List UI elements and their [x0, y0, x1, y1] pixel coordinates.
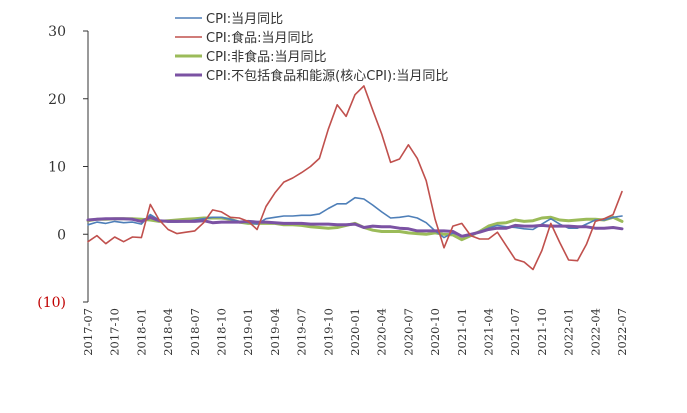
y-axis-ticks: 30 20 10 0 (10): [37, 24, 88, 311]
x-tick-label: 2020-04: [375, 308, 389, 356]
x-tick-label: 2017-07: [81, 308, 95, 356]
y-tick-label: (10): [37, 295, 66, 311]
x-tick-label: 2018-10: [215, 308, 229, 356]
x-tick-label: 2021-10: [535, 308, 549, 356]
x-tick-label: 2018-07: [188, 308, 202, 356]
series-line-4: [86, 215, 624, 238]
x-tick-label: 2021-01: [455, 308, 469, 356]
legend-label-4: CPI:不包括食品和能源(核心CPI):当月同比: [206, 68, 448, 84]
x-tick-label: 2019-07: [295, 308, 309, 356]
x-tick-label: 2018-04: [161, 308, 175, 356]
legend-label-3: CPI:非食品:当月同比: [206, 49, 327, 65]
y-tick-label: 20: [48, 92, 66, 108]
series-lines: [86, 85, 624, 271]
x-tick-label: 2019-04: [268, 308, 282, 356]
legend-label-2: CPI:食品:当月同比: [206, 30, 314, 46]
series-line-2: [87, 85, 623, 271]
x-tick-label: 2019-01: [241, 308, 255, 356]
y-tick-label: 30: [48, 24, 66, 40]
x-axis-ticks: 2017-07 2017-10 2018-01 2018-04 2018-07 2018-…: [81, 308, 629, 356]
y-tick-label: 10: [48, 160, 66, 176]
x-tick-label: 2021-07: [508, 308, 522, 356]
x-tick-label: 2019-10: [321, 308, 335, 356]
x-tick-label: 2022-01: [562, 308, 576, 356]
legend-label-1: CPI:当月同比: [206, 12, 283, 27]
x-tick-label: 2020-10: [428, 308, 442, 356]
x-tick-label: 2020-07: [401, 308, 415, 356]
x-tick-label: 2018-01: [134, 308, 148, 356]
x-tick-label: 2021-04: [482, 308, 496, 356]
x-tick-label: 2022-04: [588, 308, 602, 356]
y-tick-label: 0: [57, 227, 66, 243]
x-tick-label: 2022-07: [615, 308, 629, 356]
x-tick-label: 2020-01: [348, 308, 362, 356]
x-tick-label: 2017-10: [108, 308, 122, 356]
legend: CPI:当月同比 CPI:食品:当月同比 CPI:非食品:当月同比 CPI:不包括食品…: [175, 12, 448, 84]
